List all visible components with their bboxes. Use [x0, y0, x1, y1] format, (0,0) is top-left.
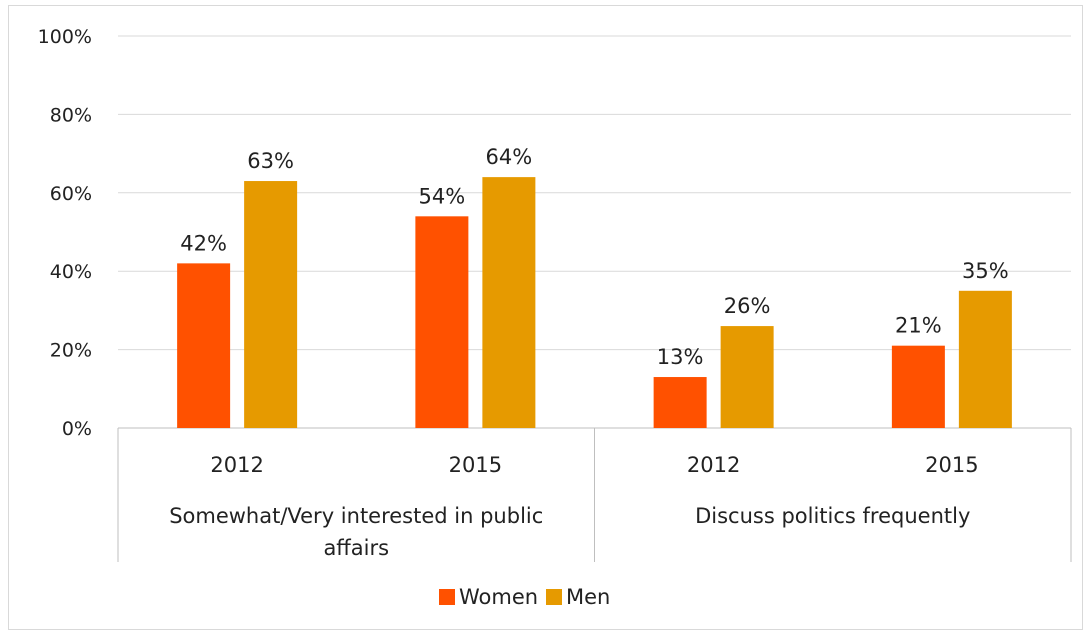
- bar-women: [653, 377, 707, 428]
- y-tick-label: 60%: [50, 183, 92, 205]
- bar-men: [244, 181, 298, 428]
- chart-frame: 0% 20% 40% 60% 80% 100% 42% 63% 2012 54% 64% 2015 13…: [8, 5, 1083, 630]
- x-category-label: 2012: [687, 453, 740, 477]
- data-label: 21%: [895, 314, 942, 338]
- data-label: 42%: [180, 231, 227, 255]
- x-category-label: 2012: [210, 453, 263, 477]
- x-group-label: Discuss politics frequently: [695, 504, 970, 528]
- data-label: 35%: [962, 259, 1009, 283]
- legend-swatch-women: [439, 589, 455, 605]
- x-category-label: 2015: [449, 453, 502, 477]
- bar-men: [958, 290, 1012, 428]
- legend-swatch-men: [546, 589, 562, 605]
- y-tick-label: 40%: [50, 261, 92, 283]
- bar-men: [720, 326, 774, 428]
- data-label: 63%: [247, 149, 294, 173]
- y-tick-label: 20%: [50, 340, 92, 362]
- data-label: 54%: [419, 184, 466, 208]
- data-label: 26%: [724, 294, 771, 318]
- data-label: 13%: [657, 345, 704, 369]
- x-category-label: 2015: [925, 453, 978, 477]
- legend-label-men: Men: [566, 585, 610, 609]
- bar-women: [891, 345, 945, 428]
- x-group-label: affairs: [323, 536, 389, 560]
- y-tick-label: 80%: [50, 104, 92, 126]
- legend-label-women: Women: [459, 585, 538, 609]
- bar-men: [482, 177, 536, 428]
- x-group-label: Somewhat/Very interested in public: [169, 504, 543, 528]
- y-tick-label: 100%: [38, 26, 92, 48]
- bar-women: [177, 263, 231, 428]
- bar-chart: 0% 20% 40% 60% 80% 100% 42% 63% 2012 54% 64% 2015 13…: [38, 26, 1072, 609]
- data-label: 64%: [486, 145, 533, 169]
- y-tick-label: 0%: [62, 418, 92, 440]
- bar-women: [415, 216, 469, 428]
